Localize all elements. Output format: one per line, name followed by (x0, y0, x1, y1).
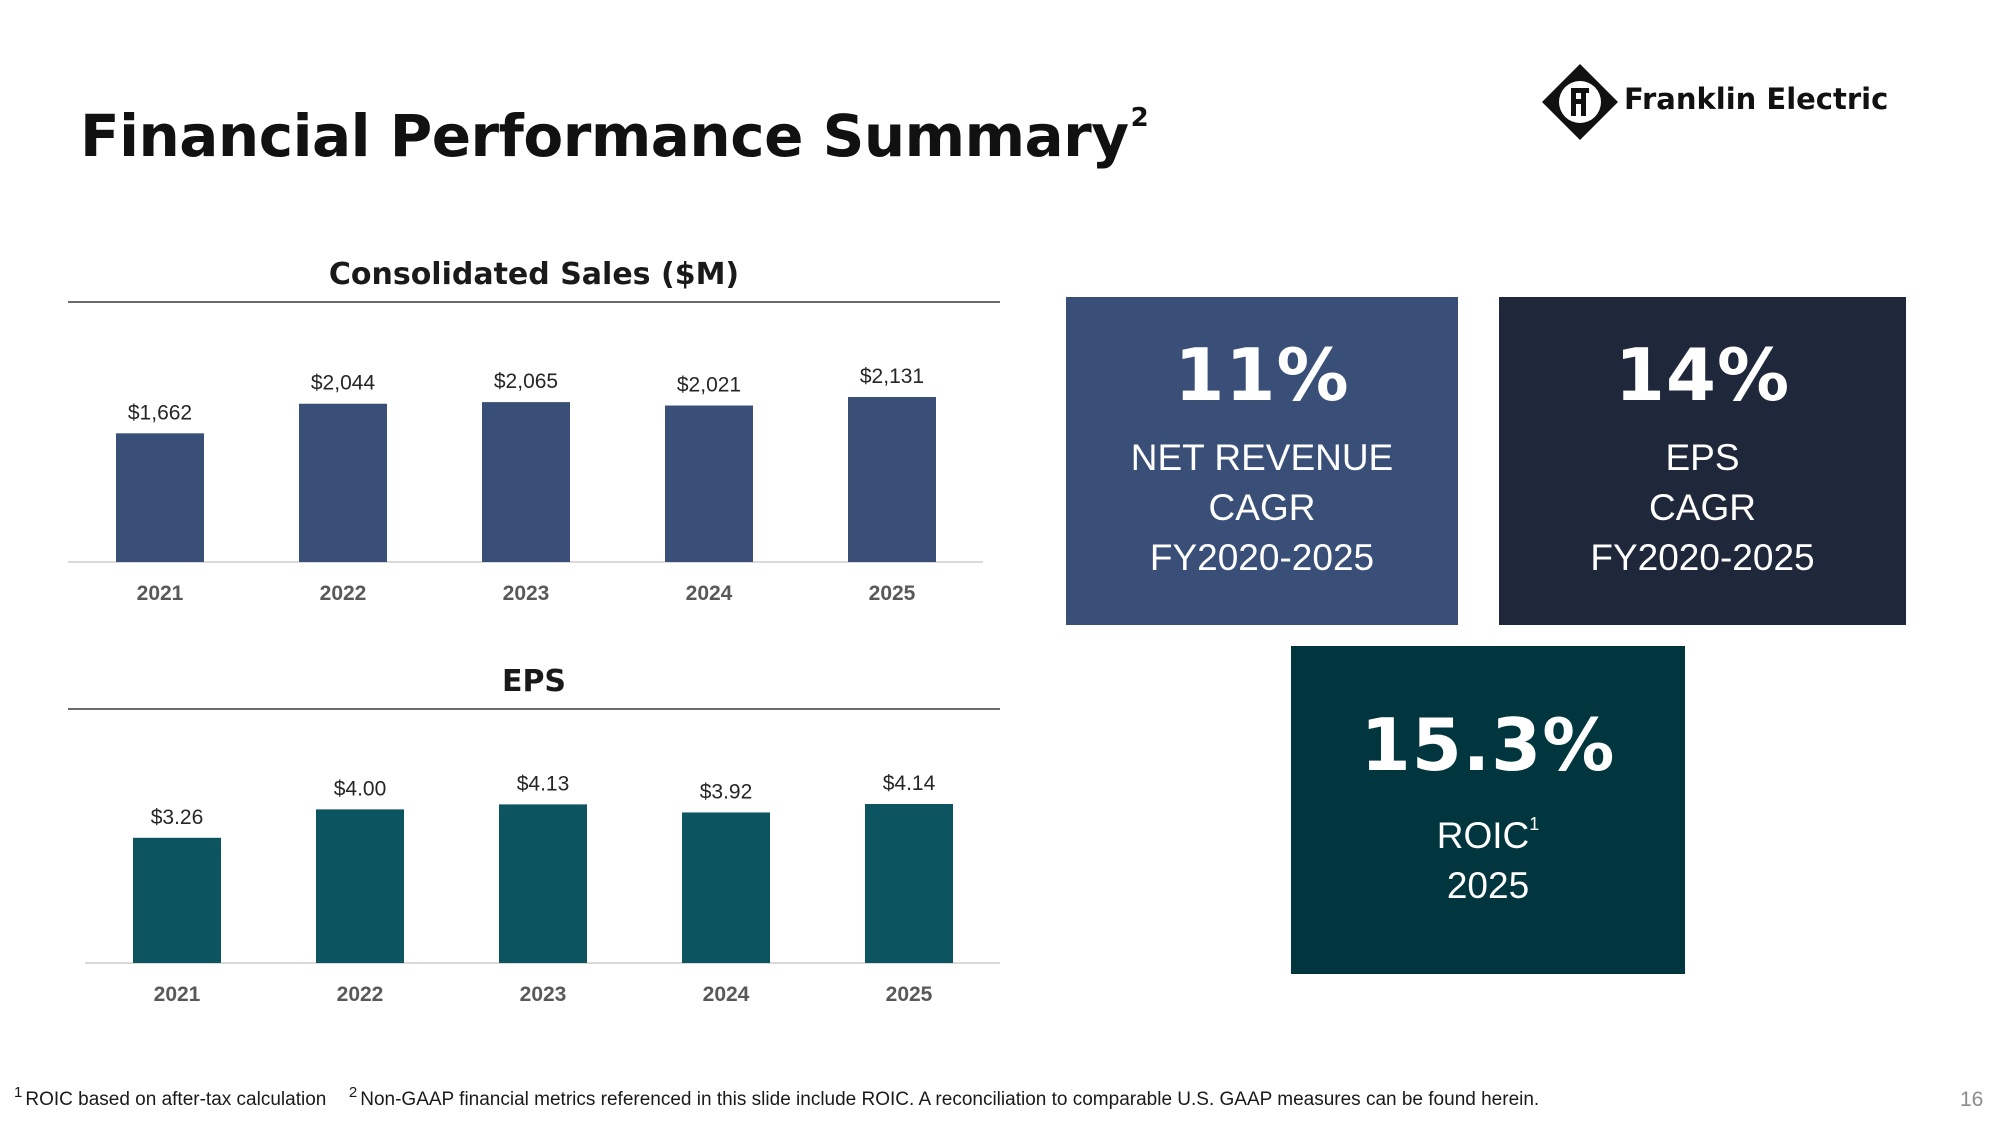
sales-data-label-2024: $2,021 (677, 374, 741, 397)
footnote-1-marker: 1 (14, 1084, 23, 1101)
page-title: Financial Performance Summary2 (80, 102, 1149, 170)
sales-chart: $1,662 2021 $2,044 2022 $2,065 2023 $2,021 2024… (68, 365, 983, 605)
kpi-eps-value: 14% (1614, 333, 1791, 417)
sales-data-label-2022: $2,044 (311, 372, 376, 395)
footnote-1-text: ROIC based on after-tax calculation (25, 1089, 327, 1110)
page-title-text: Financial Performance Summary (80, 102, 1129, 170)
kpi-eps-line1: EPS (1665, 437, 1740, 478)
eps-data-label-2025: $4.14 (883, 772, 936, 795)
kpi-eps-line3: FY2020-2025 (1590, 537, 1815, 578)
page-number: 16 (1960, 1088, 1984, 1111)
sales-bar-2023 (482, 402, 570, 562)
eps-chart-title: EPS (501, 664, 567, 699)
sales-category-label-2023: 2023 (503, 582, 550, 605)
eps-category-label-2025: 2025 (886, 983, 933, 1006)
sales-chart-title: Consolidated Sales ($M) (328, 257, 740, 292)
eps-chart-title-rule (68, 708, 1000, 710)
sales-category-label-2025: 2025 (869, 582, 916, 605)
eps-bar-2025 (865, 804, 953, 963)
sales-category-label-2022: 2022 (320, 582, 367, 605)
sales-bar-2022 (299, 403, 387, 562)
kpi-roic-footnote-marker: 1 (1529, 814, 1540, 834)
sales-bar-2024 (665, 405, 753, 562)
footnote-2-marker: 2 (348, 1084, 358, 1101)
eps-category-label-2023: 2023 (520, 983, 567, 1006)
sales-data-label-2025: $2,131 (860, 365, 924, 388)
kpi-revenue-value: 11% (1174, 333, 1350, 417)
kpi-net-revenue-cagr: 11% NET REVENUE CAGR FY2020-2025 (1066, 297, 1458, 625)
eps-category-label-2022: 2022 (337, 983, 384, 1006)
franklin-electric-logo-icon (1542, 64, 1618, 140)
eps-data-label-2024: $3.92 (700, 780, 753, 803)
sales-bar-2025 (848, 397, 936, 562)
kpi-roic-label: ROIC (1436, 815, 1530, 856)
kpi-roic-line2: 2025 (1446, 865, 1530, 906)
kpi-roic-2025: 15.3% ROIC1 2025 (1291, 646, 1685, 974)
kpi-revenue-line2: CAGR (1208, 487, 1316, 528)
eps-bar-2022 (316, 809, 404, 963)
footnotes: 1 ROIC based on after-tax calculation 2 No… (14, 1084, 1539, 1111)
sales-category-label-2021: 2021 (137, 582, 184, 605)
kpi-roic-value: 15.3% (1360, 703, 1616, 787)
eps-bar-2023 (499, 804, 587, 963)
eps-bar-2024 (682, 812, 770, 963)
kpi-revenue-line1: NET REVENUE (1130, 437, 1394, 478)
sales-chart-title-rule (68, 301, 1000, 303)
kpi-eps-line2: CAGR (1649, 487, 1756, 528)
kpi-eps-cagr: 14% EPS CAGR FY2020-2025 (1499, 297, 1906, 625)
eps-category-label-2024: 2024 (703, 983, 750, 1006)
sales-data-label-2023: $2,065 (494, 370, 558, 393)
eps-data-label-2021: $3.26 (151, 806, 204, 829)
eps-category-label-2021: 2021 (154, 983, 201, 1006)
company-name: Franklin Electric (1624, 82, 1889, 116)
footnote-2-text: Non-GAAP financial metrics referenced in… (360, 1089, 1540, 1110)
kpi-roic-line1: ROIC1 (1437, 799, 1540, 861)
title-footnote-marker: 2 (1130, 103, 1149, 133)
eps-bar-2021 (133, 837, 221, 963)
sales-category-label-2024: 2024 (686, 582, 733, 605)
eps-data-label-2022: $4.00 (334, 777, 387, 800)
eps-data-label-2023: $4.13 (517, 772, 570, 795)
eps-chart: $3.26 2021 $4.00 2022 $4.13 2023 $3.92 2024 $4.1… (85, 772, 1000, 1006)
kpi-revenue-line3: FY2020-2025 (1149, 537, 1375, 578)
sales-bar-2021 (116, 433, 204, 562)
sales-data-label-2021: $1,662 (128, 401, 192, 424)
company-logo: Franklin Electric (1540, 62, 1940, 142)
